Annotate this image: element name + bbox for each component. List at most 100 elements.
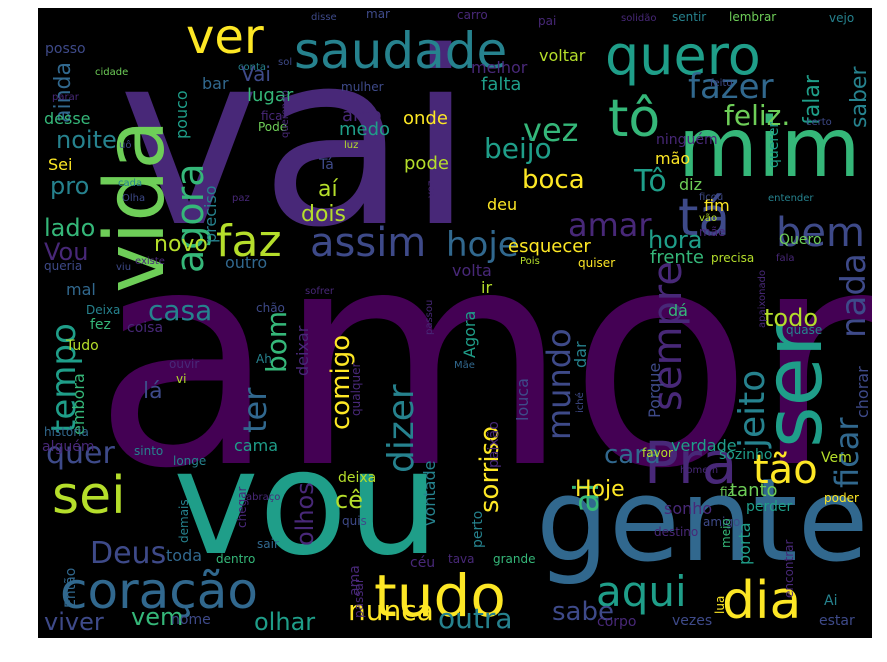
word-amigo: amigo <box>703 515 740 529</box>
word-pois: Pois <box>520 256 540 267</box>
word-parar: parar <box>52 92 80 103</box>
word-chorar: chorar <box>853 366 872 418</box>
word-destino: destino <box>654 525 698 539</box>
word-agora: agora <box>168 163 212 273</box>
word-mulher: mulher <box>341 80 384 94</box>
word-conta: conta <box>238 62 266 73</box>
word-pro: pro <box>50 172 89 200</box>
word-abraco: abraço <box>246 492 280 503</box>
word-longe: longe <box>173 454 206 468</box>
word-solidao: solidão <box>621 13 656 24</box>
word-ficar: ficar <box>828 417 866 488</box>
word-embora: embora <box>69 373 88 435</box>
word-dois: dois <box>301 202 346 227</box>
word-chao: chão <box>256 301 285 315</box>
word-tudo: tudo <box>374 562 506 630</box>
word-vai: vai <box>118 8 474 280</box>
word-chegar: chegar <box>235 486 249 528</box>
word-vontade: vontade <box>420 461 439 526</box>
word-querendo: querendo <box>280 90 291 138</box>
word-lembrar: lembrar <box>729 10 776 24</box>
word-aqui: aqui <box>596 567 687 616</box>
word-quero: quero <box>605 24 761 87</box>
word-tanto: tanto <box>730 480 778 501</box>
word-volta: volta <box>452 261 492 280</box>
word-tava: tava <box>448 552 475 566</box>
word-voz: voz <box>426 181 437 198</box>
word-sofrer: sofrer <box>305 286 335 297</box>
word-nome: nome <box>171 612 211 628</box>
word-uo: uô <box>119 139 131 151</box>
word-da: dá <box>668 301 688 320</box>
word-mae: mãe <box>699 225 725 239</box>
word-porta: porta <box>735 522 754 565</box>
word-ceu: céu <box>410 555 435 571</box>
word-saber: saber <box>847 66 872 128</box>
word-medo: medo <box>339 119 390 140</box>
word-gente: gente <box>536 454 868 588</box>
word-louca: louca <box>513 378 532 421</box>
word-sentir: sentir <box>672 10 706 24</box>
word-lugar: lugar <box>247 85 294 106</box>
word-comigo: comigo <box>326 335 356 430</box>
word-vai: Vai <box>241 62 271 86</box>
word-ai: aí <box>318 177 338 202</box>
word-ninguem: ninguém <box>656 132 718 148</box>
word-passar: passar <box>352 578 366 618</box>
word-meio: meio <box>719 518 733 548</box>
word-verdade: verdade <box>671 436 737 455</box>
word-sozinho: sozinho <box>719 447 772 463</box>
word-mundo: mundo <box>540 328 578 440</box>
word-lado: lado <box>44 214 95 242</box>
word-vezes: vezes <box>672 613 712 629</box>
word-fala: fala <box>776 253 795 264</box>
word-certo: certo <box>806 117 832 128</box>
word-disse: disse <box>311 12 337 23</box>
word-demais: demais <box>177 499 191 543</box>
word-perto: perto <box>470 511 486 548</box>
word-ir: ir <box>481 278 492 297</box>
word-vou: Vou <box>44 238 88 266</box>
word-ama: ama <box>347 565 363 596</box>
word-perder: perder <box>746 499 793 515</box>
word-sinto: sinto <box>134 444 163 458</box>
word-vao: vão <box>699 213 717 224</box>
word-preciso: preciso <box>201 185 220 243</box>
word-querer: querer <box>766 122 782 168</box>
word-quase: quase <box>786 323 822 337</box>
word-quer: quer <box>46 436 116 471</box>
word-homem: homem <box>680 465 718 476</box>
word-favor: favor <box>642 446 673 460</box>
word-casa: casa <box>148 294 212 327</box>
word-quero: Quero <box>779 232 822 248</box>
word-cidade: cidade <box>95 67 128 78</box>
word-fiz: fiz <box>720 485 734 499</box>
word-bar: bar <box>202 74 229 93</box>
word-sair: sair <box>257 537 279 551</box>
word-vem: Vem <box>821 450 852 466</box>
word-tudo: Tudo <box>65 338 99 354</box>
word-viver: viver <box>44 608 104 636</box>
word-quis: quis <box>342 514 367 528</box>
word-faz: faz <box>216 216 282 267</box>
word-vida: vida <box>88 119 183 293</box>
word-sabe: sabe <box>552 597 614 627</box>
word-poder: poder <box>824 491 859 505</box>
word-deus: Deus <box>90 536 166 571</box>
word-ficou: ficou <box>699 192 723 203</box>
word-feito: feito <box>710 78 733 89</box>
word-ter: ter <box>236 387 274 433</box>
word-viu: viu <box>116 262 131 273</box>
word-deixar: deixar <box>293 325 312 376</box>
word-olhos: olhos <box>291 482 319 546</box>
word-diz: diz <box>679 175 702 194</box>
word-dar: dar <box>571 341 590 368</box>
word-sol: sol <box>278 57 292 68</box>
word-vem: vem <box>131 603 183 631</box>
word-lua: lua <box>713 596 727 614</box>
word-luz: luz <box>344 140 358 151</box>
word-deixa: deixa <box>338 470 376 486</box>
word-entao: Então <box>63 568 79 608</box>
word-hoje: hoje <box>446 225 519 265</box>
